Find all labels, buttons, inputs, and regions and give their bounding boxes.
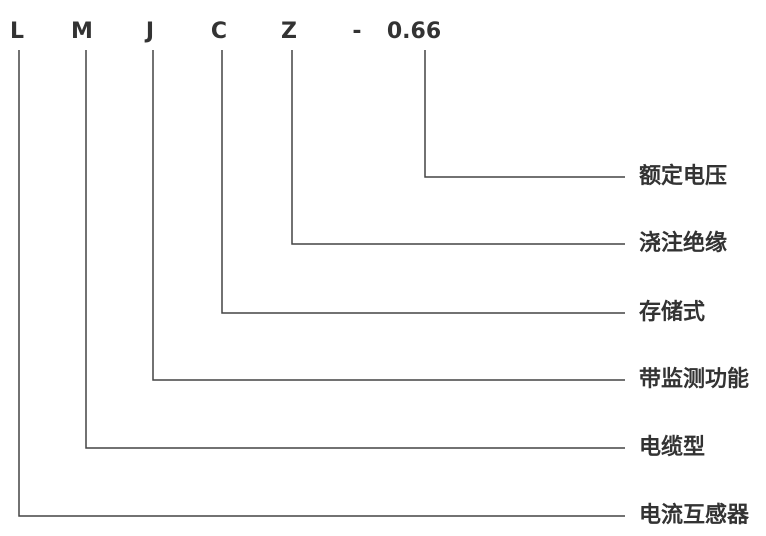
meanings: 额定电压 浇注绝缘 存储式 带监测功能 电缆型 电流互感器 <box>639 163 750 528</box>
connector <box>424 50 625 178</box>
code-letters: L M J C Z - 0.66 <box>10 19 441 44</box>
code-part: 0.66 <box>387 19 441 44</box>
code-part: Z <box>281 19 297 44</box>
connector <box>85 50 625 449</box>
code-part: C <box>211 19 227 44</box>
connector <box>221 50 625 314</box>
code-part: M <box>71 19 93 44</box>
meaning-label: 电缆型 <box>639 434 705 460</box>
meaning-label: 浇注绝缘 <box>639 230 727 256</box>
connector <box>18 50 625 517</box>
meaning-label: 电流互感器 <box>639 502 750 528</box>
code-part: - <box>352 19 361 44</box>
code-part: J <box>144 19 154 44</box>
meaning-label: 额定电压 <box>639 163 727 189</box>
meaning-label: 存储式 <box>639 299 705 325</box>
connectors <box>18 50 625 517</box>
connector <box>152 50 625 381</box>
code-part: L <box>10 19 24 44</box>
meaning-label: 带监测功能 <box>639 366 749 392</box>
connector <box>291 50 625 245</box>
